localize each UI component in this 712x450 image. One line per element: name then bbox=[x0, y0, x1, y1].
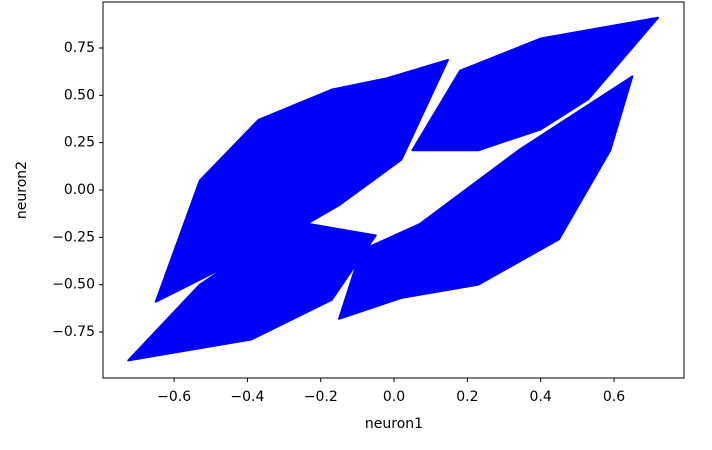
trajectory bbox=[411, 16, 659, 152]
x-tick-label: 0.0 bbox=[383, 389, 405, 405]
x-tick-label: 0.4 bbox=[530, 389, 552, 405]
x-tick-label: −0.4 bbox=[230, 389, 264, 405]
y-axis-label: neuron2 bbox=[14, 161, 30, 219]
y-tick-label: 0.50 bbox=[64, 87, 95, 103]
x-axis-label: neuron1 bbox=[365, 416, 423, 432]
y-tick-label: 0.00 bbox=[64, 182, 95, 198]
y-tick-label: 0.25 bbox=[64, 135, 95, 151]
trajectory bbox=[154, 58, 449, 303]
y-tick-label: −0.50 bbox=[52, 277, 95, 293]
y-tick-label: −0.25 bbox=[52, 229, 95, 245]
x-tick-label: −0.2 bbox=[304, 389, 338, 405]
x-tick-label: 0.2 bbox=[456, 389, 478, 405]
y-tick-label: 0.75 bbox=[64, 40, 95, 56]
y-tick-label: −0.75 bbox=[52, 324, 95, 340]
trajectory bbox=[338, 75, 634, 320]
trajectory bbox=[127, 223, 377, 362]
x-tick-label: 0.6 bbox=[603, 389, 625, 405]
x-tick-label: −0.6 bbox=[157, 389, 191, 405]
